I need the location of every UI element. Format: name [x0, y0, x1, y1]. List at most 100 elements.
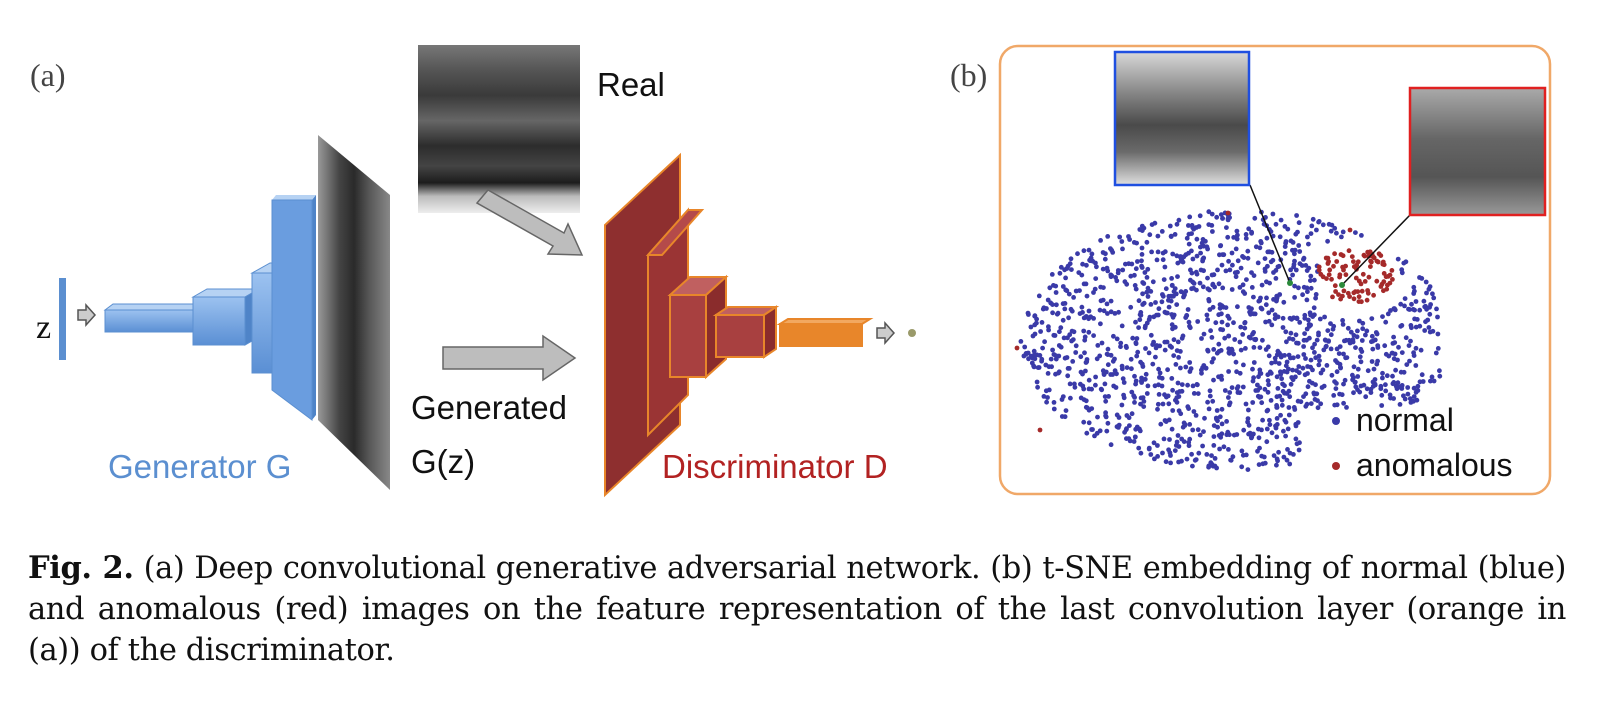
normal-point [1332, 225, 1338, 231]
normal-point [1230, 454, 1236, 460]
normal-point [1054, 302, 1059, 308]
normal-point [1399, 323, 1405, 328]
normal-point [1146, 317, 1152, 322]
normal-point [1250, 400, 1256, 405]
normal-point [1157, 370, 1163, 376]
normal-point [1199, 336, 1204, 341]
normal-point [1290, 247, 1295, 253]
normal-point [1195, 391, 1201, 396]
normal-point [1191, 281, 1197, 286]
normal-point [1197, 432, 1203, 438]
normal-point [1211, 434, 1217, 439]
normal-point [1225, 429, 1231, 435]
normal-point [1102, 394, 1108, 399]
normal-point [1168, 293, 1174, 299]
generated-arrow-icon [442, 334, 577, 382]
normal-point [1283, 329, 1289, 335]
normal-point [1196, 450, 1202, 456]
normal-point [1359, 349, 1365, 354]
normal-point [1290, 272, 1295, 278]
normal-point [1219, 377, 1225, 382]
normal-point [1078, 354, 1084, 360]
normal-point [1108, 372, 1114, 377]
anomalous-point [1351, 296, 1357, 302]
normal-point [1216, 341, 1222, 347]
normal-point [1383, 388, 1389, 394]
normal-point [1139, 245, 1145, 251]
normal-point [1109, 273, 1115, 279]
normal-point [1235, 269, 1240, 275]
normal-point [1405, 391, 1411, 397]
normal-point [1249, 270, 1254, 275]
normal-point [1348, 329, 1354, 335]
normal-point [1316, 219, 1321, 225]
normal-point [1257, 345, 1263, 350]
normal-point [1111, 333, 1116, 339]
normal-point [1433, 350, 1439, 356]
normal-point [1350, 339, 1356, 345]
normal-point [1216, 312, 1222, 318]
normal-point [1413, 324, 1419, 330]
normal-point [1251, 360, 1257, 365]
normal-point [1209, 223, 1215, 228]
normal-point [1241, 427, 1247, 433]
normal-point [1244, 277, 1249, 282]
normal-point [1342, 377, 1348, 383]
normal-point [1226, 369, 1231, 374]
normal-point [1115, 268, 1121, 273]
normal-point [1308, 312, 1313, 318]
normal-point [1143, 371, 1149, 377]
normal-point [1155, 312, 1161, 318]
normal-point [1215, 267, 1220, 273]
normal-point [1169, 376, 1175, 381]
normal-point [1380, 314, 1385, 319]
normal-point [1286, 388, 1292, 394]
anomalous-point [1330, 294, 1335, 300]
normal-point [1184, 235, 1190, 241]
normal-point [1022, 344, 1028, 350]
normal-point [1294, 315, 1300, 321]
normal-point [1293, 436, 1299, 442]
normal-point [1304, 297, 1310, 303]
normal-point [1194, 287, 1199, 293]
normal-point [1166, 447, 1171, 453]
anomalous-point [1332, 251, 1337, 257]
normal-point [1402, 296, 1408, 301]
normal-point [1264, 279, 1269, 285]
normal-point [1355, 366, 1361, 372]
normal-point [1132, 400, 1137, 405]
normal-point [1072, 381, 1077, 387]
normal-point [1300, 365, 1306, 371]
normal-point [1048, 356, 1054, 362]
normal-point [1263, 319, 1268, 325]
normal-point [1169, 322, 1175, 328]
normal-point [1214, 465, 1219, 471]
normal-point [1399, 270, 1405, 276]
normal-point [1188, 366, 1194, 371]
normal-point [1308, 285, 1314, 291]
normal-point [1145, 383, 1151, 389]
anomalous-point [1333, 289, 1338, 294]
normal-point [1156, 366, 1161, 372]
normal-point [1097, 428, 1103, 434]
normal-point [1308, 231, 1314, 237]
normal-point [1089, 386, 1094, 392]
normal-point [1258, 394, 1264, 400]
normal-point [1200, 443, 1205, 449]
normal-point [1257, 298, 1263, 304]
normal-point [1138, 395, 1144, 401]
normal-point [1139, 258, 1144, 264]
normal-point [1305, 289, 1310, 295]
normal-point [1098, 298, 1104, 304]
normal-point [1078, 381, 1083, 387]
normal-point [1175, 380, 1181, 386]
normal-point [1417, 323, 1423, 329]
normal-point [1279, 376, 1284, 382]
normal-point [1301, 344, 1306, 349]
normal-point [1055, 310, 1061, 316]
normal-point [1093, 374, 1098, 380]
normal-point [1191, 391, 1197, 396]
normal-point [1112, 311, 1118, 316]
normal-point [1303, 263, 1309, 268]
normal-point [1219, 262, 1225, 268]
